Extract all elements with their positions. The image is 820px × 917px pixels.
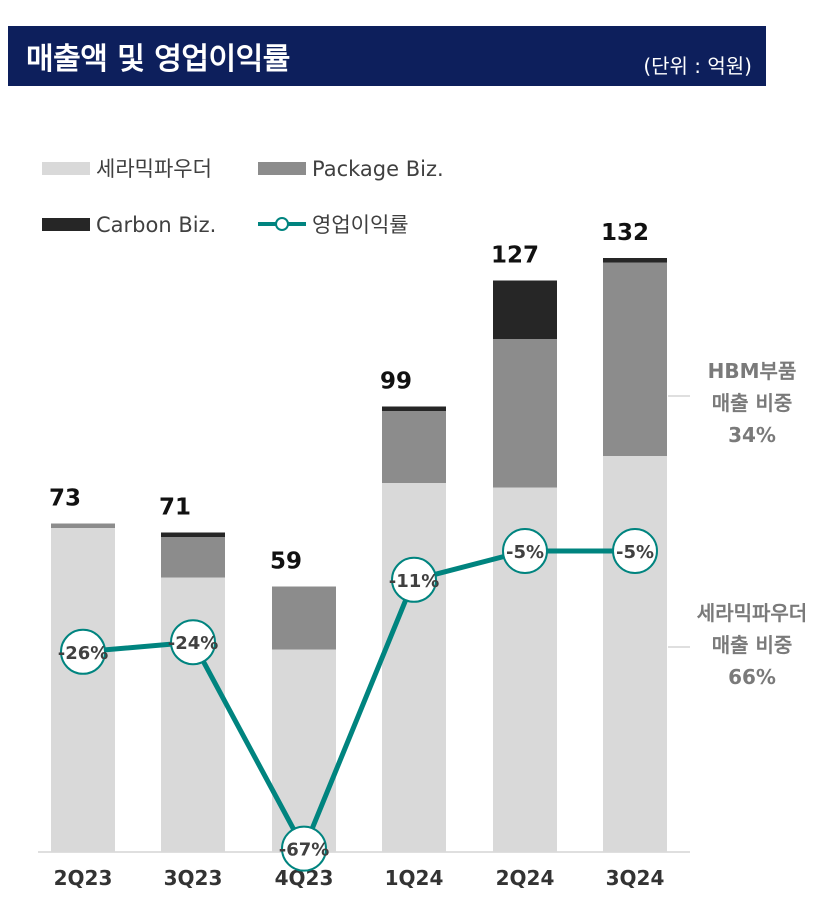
legend-label-3: 영업이익률: [312, 213, 409, 237]
hbm-share-annotation-line-1: 매출 비중: [712, 391, 793, 415]
bar-carbon-biz-3q23: [161, 532, 225, 537]
x-tick-label-2q23: 2Q23: [54, 866, 113, 890]
page-title: 매출액 및 영업이익률: [26, 42, 290, 77]
bar-carbon-biz-3q24: [603, 258, 667, 263]
margin-label-3q23: -24%: [168, 633, 219, 654]
margin-marker-3q23: [170, 619, 216, 666]
ceramic-share-annotation-line-1: 매출 비중: [712, 633, 793, 657]
margin-marker-1q24: [391, 556, 437, 603]
bar-carbon-biz-2q24: [493, 280, 557, 339]
x-tick-label-3q24: 3Q24: [606, 866, 665, 890]
legend-label-1: Package Biz.: [312, 157, 444, 181]
hbm-share-annotation-line-0: HBM부품: [708, 359, 797, 383]
bar-package-biz-2q23: [51, 523, 115, 528]
margin-label-1q24: -11%: [389, 571, 440, 592]
margin-marker-4q23: [281, 825, 327, 872]
margin-marker-2q24: [502, 528, 548, 574]
unit-label: (단위 : 억원): [643, 54, 752, 78]
legend-swatch-1: [258, 162, 306, 175]
bar-package-biz-3q23: [161, 537, 225, 578]
margin-label-3q24: -5%: [616, 542, 654, 563]
bar-package-biz-1q24: [382, 411, 446, 483]
bar-package-biz-2q24: [493, 339, 557, 488]
bar-ceramic-powder-4q23: [272, 649, 336, 852]
legend-label-2: Carbon Biz.: [96, 213, 216, 237]
margin-label-4q23: -67%: [279, 840, 330, 861]
legend-swatch-0: [42, 162, 90, 175]
x-tick-label-2q24: 2Q24: [496, 866, 555, 890]
total-label-2q24: 127: [491, 243, 539, 269]
x-tick-label-1q24: 1Q24: [385, 866, 444, 890]
ceramic-share-annotation-line-2: 66%: [728, 665, 776, 689]
total-label-4q23: 59: [270, 549, 302, 575]
total-label-3q23: 71: [159, 495, 191, 521]
margin-label-2q24: -5%: [506, 542, 544, 563]
title-bar: 매출액 및 영업이익률 (단위 : 억원): [8, 26, 766, 86]
total-label-1q24: 99: [380, 369, 412, 395]
margin-marker-3q24: [612, 528, 658, 574]
legend-marker: [275, 217, 289, 231]
bar-ceramic-powder-3q24: [603, 456, 667, 852]
bar-package-biz-3q24: [603, 262, 667, 456]
bar-package-biz-4q23: [272, 586, 336, 650]
legend-label-0: 세라믹파우더: [96, 157, 212, 181]
bar-ceramic-powder-1q24: [382, 483, 446, 852]
bar-ceramic-powder-2q23: [51, 528, 115, 852]
bar-ceramic-powder-3q23: [161, 577, 225, 852]
x-tick-label-3q23: 3Q23: [164, 866, 223, 890]
total-label-3q24: 132: [601, 220, 649, 246]
hbm-share-annotation-line-2: 34%: [728, 423, 776, 447]
margin-marker-2q23: [60, 628, 106, 675]
total-label-2q23: 73: [49, 486, 81, 512]
ceramic-share-annotation-line-0: 세라믹파우더: [697, 601, 807, 625]
legend-swatch-2: [42, 218, 90, 231]
bar-carbon-biz-1q24: [382, 406, 446, 411]
margin-label-2q23: -26%: [58, 643, 109, 664]
